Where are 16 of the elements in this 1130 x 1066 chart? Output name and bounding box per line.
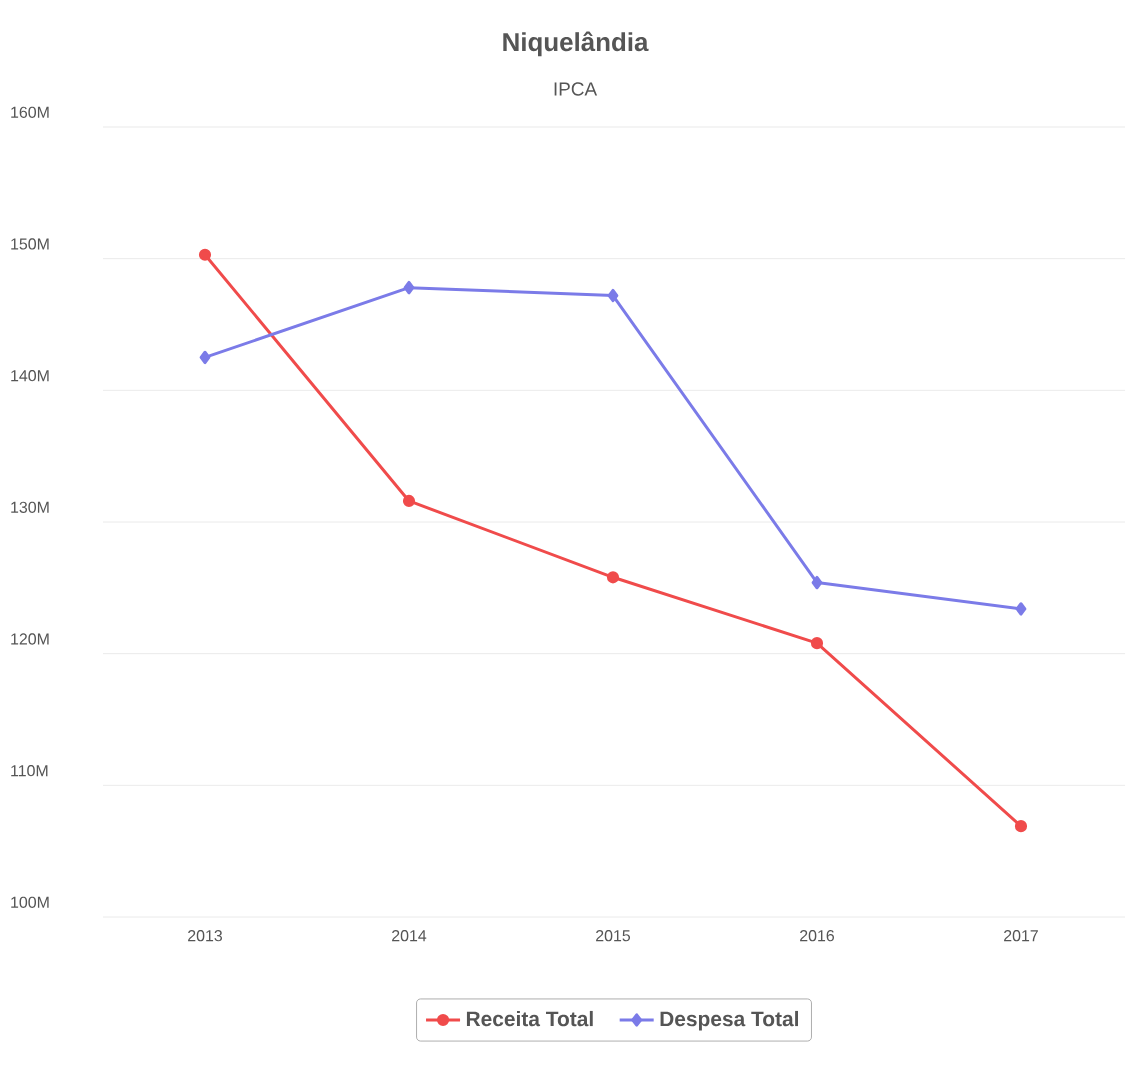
y-tick-label: 120M: [11, 633, 49, 645]
legend-label: Despesa Total: [660, 1010, 798, 1031]
legend-label: Receita Total: [466, 1010, 593, 1027]
y-tick-label: 100M: [11, 896, 49, 908]
x-tick-label: 2017: [1004, 930, 1038, 942]
chart-subtitle: IPCA: [554, 82, 598, 96]
y-tick-label: 140M: [11, 370, 49, 382]
y-tick-label: 160M: [11, 106, 49, 118]
y-tick-label: 150M: [11, 238, 49, 250]
chart-title: Niquelândia: [503, 31, 649, 57]
x-tick-label: 2013: [188, 930, 223, 942]
y-tick-label: 130M: [11, 501, 49, 513]
x-tick-label: 2014: [392, 930, 427, 942]
x-tick-label: 2016: [800, 930, 834, 942]
x-tick-label: 2015: [596, 930, 631, 942]
y-tick-label: 110M: [11, 765, 48, 777]
